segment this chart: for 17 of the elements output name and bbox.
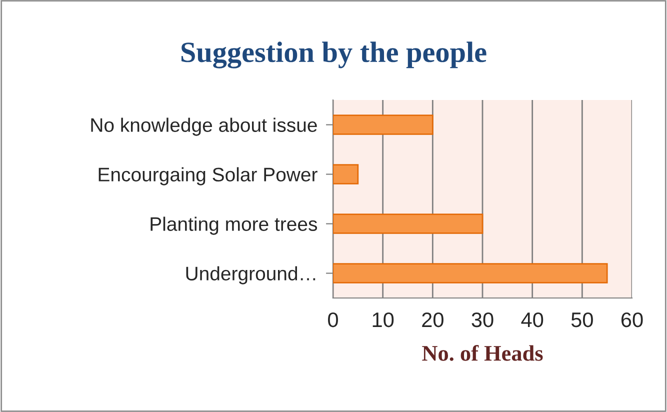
x-tick-label: 0 xyxy=(328,312,338,328)
x-tick-label: 60 xyxy=(621,312,643,328)
y-tick-label: Planting more trees xyxy=(150,216,318,235)
y-tick-label: Encourgaing Solar Power xyxy=(98,167,318,186)
bar xyxy=(333,114,434,135)
bar xyxy=(333,263,608,284)
x-tick-label: 40 xyxy=(521,312,544,328)
y-tick-label: No knowledge about issue xyxy=(91,118,317,136)
y-tick-label: Underground… xyxy=(186,266,316,284)
x-tick-label: 10 xyxy=(372,312,394,328)
chart-title: Suggestion by the people xyxy=(182,42,486,68)
x-tick-label: 50 xyxy=(571,312,593,328)
x-tick-label: 30 xyxy=(472,312,494,328)
x-axis-title: No. of Heads xyxy=(422,344,543,361)
bar xyxy=(333,214,484,234)
x-tick-label: 20 xyxy=(422,312,444,328)
bar xyxy=(333,164,359,184)
